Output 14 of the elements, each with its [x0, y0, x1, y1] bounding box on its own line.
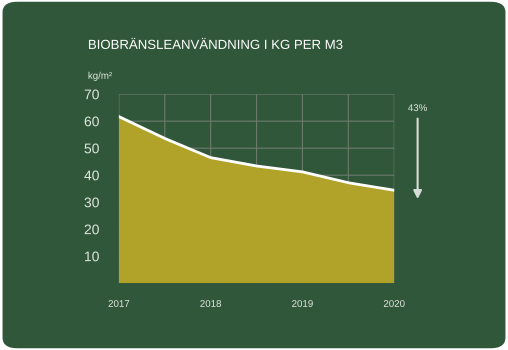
chart-title: BIOBRÄNSLEANVÄNDNING I KG PER M3: [88, 38, 342, 50]
y-tick-label: 10: [85, 251, 99, 262]
x-tick-label: 2019: [292, 300, 313, 307]
y-tick-label: 70: [84, 89, 99, 100]
y-axis-title: kg/m²: [88, 72, 112, 81]
text: 43%: [408, 104, 427, 112]
y-tick-label: 50: [84, 143, 99, 154]
y-tick-label: 30: [84, 197, 99, 208]
x-tick-label: 2020: [384, 300, 405, 307]
y-tick-label: 20: [84, 224, 99, 234]
y-tick-label: 60: [84, 116, 99, 126]
x-tick-label: 2017: [108, 300, 130, 307]
x-tick-label: 2018: [200, 300, 222, 307]
y-tick-label: 40: [84, 170, 99, 180]
